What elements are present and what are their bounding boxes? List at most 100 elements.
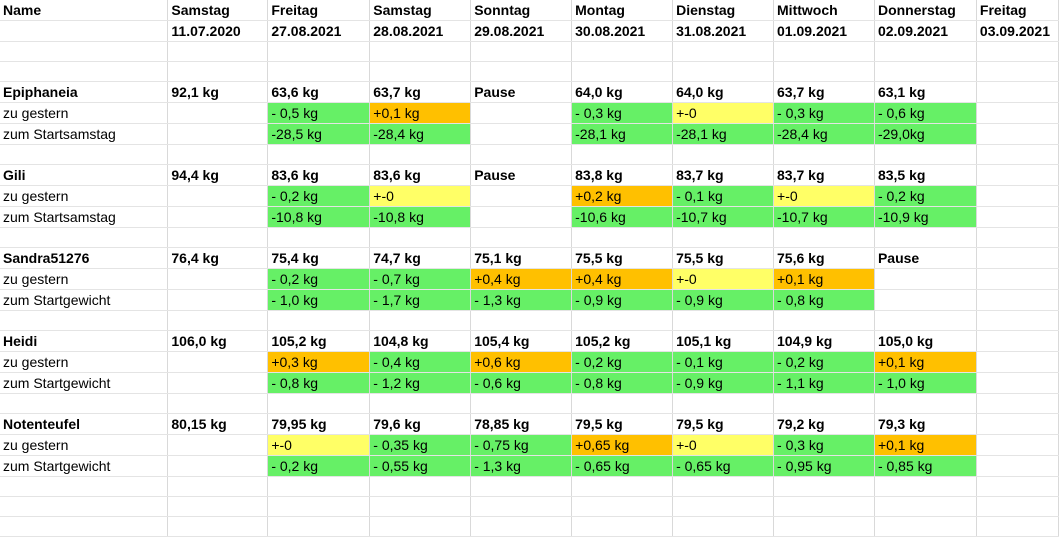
empty-cell[interactable] [773, 516, 875, 537]
empty-cell[interactable] [167, 476, 269, 497]
change-cell[interactable]: - 0,95 kg [773, 455, 875, 477]
empty-cell[interactable] [0, 61, 169, 82]
empty-cell[interactable] [571, 516, 674, 537]
change-cell[interactable]: - 0,85 kg [874, 455, 977, 477]
change-cell[interactable]: +0,4 kg [571, 268, 674, 290]
weekday-header[interactable]: Samstag [167, 0, 269, 21]
change-cell[interactable]: +-0 [672, 434, 775, 456]
change-cell[interactable]: -29,0kg [874, 123, 977, 145]
weekday-header[interactable]: Mittwoch [773, 0, 875, 21]
weight-cell[interactable]: Pause [874, 247, 977, 269]
change-cell[interactable]: - 0,6 kg [470, 372, 573, 394]
change-cell[interactable] [167, 268, 269, 290]
empty-cell[interactable] [267, 41, 371, 62]
weight-cell[interactable]: 75,1 kg [470, 247, 573, 269]
change-cell[interactable]: +-0 [672, 268, 775, 290]
empty-cell[interactable] [167, 227, 269, 248]
empty-cell[interactable] [267, 227, 371, 248]
weight-cell[interactable]: 105,2 kg [267, 330, 371, 352]
empty-cell[interactable] [267, 393, 371, 414]
change-cell[interactable] [470, 123, 573, 145]
change-cell[interactable] [167, 102, 269, 124]
empty-cell[interactable] [167, 516, 269, 537]
change-cell[interactable]: - 0,1 kg [672, 185, 775, 207]
empty-cell[interactable] [874, 496, 977, 517]
empty-cell[interactable] [369, 393, 472, 414]
empty-cell[interactable] [773, 393, 875, 414]
change-cell[interactable] [470, 102, 573, 124]
empty-cell[interactable] [167, 41, 269, 62]
weight-cell[interactable]: 75,4 kg [267, 247, 371, 269]
change-cell[interactable]: - 1,0 kg [267, 289, 371, 311]
empty-cell[interactable] [267, 310, 371, 331]
empty-cell[interactable] [470, 41, 573, 62]
empty-cell[interactable] [167, 393, 269, 414]
empty-cell[interactable] [672, 227, 775, 248]
empty-cell[interactable] [773, 496, 875, 517]
weekday-header[interactable]: Donnerstag [874, 0, 977, 21]
empty-cell[interactable] [976, 227, 1059, 248]
row-label[interactable]: zu gestern [0, 351, 169, 373]
change-cell[interactable]: - 0,2 kg [267, 455, 371, 477]
change-cell[interactable]: - 1,1 kg [773, 372, 875, 394]
empty-cell[interactable] [571, 144, 674, 165]
change-cell[interactable] [976, 123, 1059, 145]
weekday-header[interactable]: Sonntag [470, 0, 573, 21]
empty-cell[interactable] [976, 144, 1059, 165]
weight-cell[interactable]: 79,2 kg [773, 413, 875, 435]
empty-cell[interactable] [369, 310, 472, 331]
change-cell[interactable]: +0,65 kg [571, 434, 674, 456]
empty-cell[interactable] [267, 144, 371, 165]
empty-cell[interactable] [571, 393, 674, 414]
change-cell[interactable]: - 1,2 kg [369, 372, 472, 394]
empty-cell[interactable] [267, 61, 371, 82]
empty-cell[interactable] [976, 476, 1059, 497]
row-label[interactable]: zu gestern [0, 185, 169, 207]
empty-cell[interactable] [773, 41, 875, 62]
empty-cell[interactable] [571, 310, 674, 331]
empty-cell[interactable] [167, 61, 269, 82]
change-cell[interactable]: - 0,2 kg [267, 268, 371, 290]
change-cell[interactable] [976, 351, 1059, 373]
weight-cell[interactable]: 63,1 kg [874, 81, 977, 103]
weight-cell[interactable]: 74,7 kg [369, 247, 472, 269]
empty-cell[interactable] [874, 41, 977, 62]
weight-cell[interactable]: 79,5 kg [571, 413, 674, 435]
change-cell[interactable]: - 0,2 kg [874, 185, 977, 207]
change-cell[interactable]: -10,6 kg [571, 206, 674, 228]
change-cell[interactable]: - 0,8 kg [267, 372, 371, 394]
weekday-header[interactable]: Samstag [369, 0, 472, 21]
empty-cell[interactable] [976, 310, 1059, 331]
weight-cell[interactable]: 79,3 kg [874, 413, 977, 435]
empty-cell[interactable] [874, 61, 977, 82]
empty-cell[interactable] [874, 310, 977, 331]
weight-cell[interactable]: 83,6 kg [267, 164, 371, 186]
weight-cell[interactable]: 94,4 kg [167, 164, 269, 186]
change-cell[interactable] [976, 206, 1059, 228]
empty-cell[interactable] [874, 476, 977, 497]
change-cell[interactable]: - 0,3 kg [571, 102, 674, 124]
empty-cell[interactable] [976, 496, 1059, 517]
person-name[interactable]: Sandra51276 [0, 247, 169, 269]
change-cell[interactable]: - 0,2 kg [267, 185, 371, 207]
change-cell[interactable] [976, 289, 1059, 311]
name-header[interactable]: Name [0, 0, 169, 21]
weight-cell[interactable] [976, 413, 1059, 435]
change-cell[interactable] [167, 455, 269, 477]
change-cell[interactable]: -28,1 kg [672, 123, 775, 145]
empty-cell[interactable] [369, 496, 472, 517]
date-header[interactable]: 27.08.2021 [267, 20, 371, 42]
weight-cell[interactable]: 105,1 kg [672, 330, 775, 352]
weight-cell[interactable]: 106,0 kg [167, 330, 269, 352]
change-cell[interactable]: - 0,2 kg [773, 351, 875, 373]
change-cell[interactable]: - 0,35 kg [369, 434, 472, 456]
change-cell[interactable]: +-0 [369, 185, 472, 207]
empty-cell[interactable] [976, 41, 1059, 62]
weight-cell[interactable]: 83,7 kg [773, 164, 875, 186]
change-cell[interactable]: -10,8 kg [369, 206, 472, 228]
empty-cell[interactable] [571, 227, 674, 248]
weight-cell[interactable]: 64,0 kg [672, 81, 775, 103]
weight-cell[interactable] [976, 164, 1059, 186]
empty-cell[interactable] [0, 476, 169, 497]
weekday-header[interactable]: Montag [571, 0, 674, 21]
